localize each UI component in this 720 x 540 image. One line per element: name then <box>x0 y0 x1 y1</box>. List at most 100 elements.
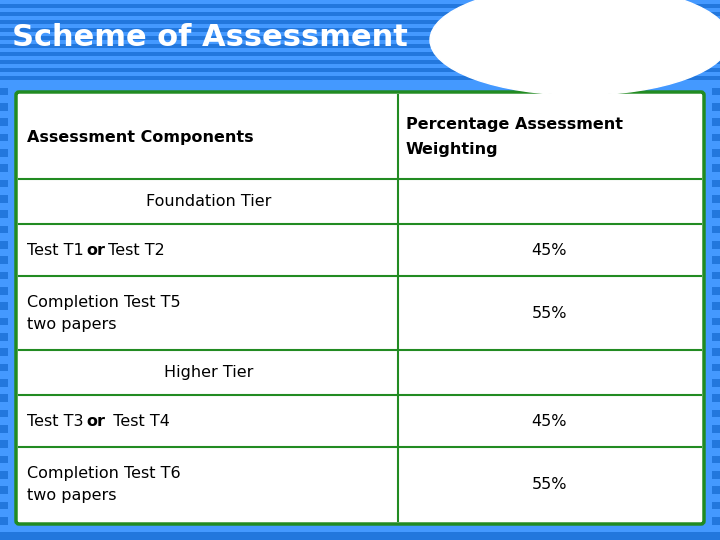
Bar <box>0 52 720 56</box>
Bar <box>0 448 720 456</box>
Bar <box>0 16 720 20</box>
Text: or: or <box>87 242 106 258</box>
Bar <box>0 218 720 226</box>
Bar <box>0 379 720 387</box>
Bar <box>0 28 720 32</box>
Bar <box>0 525 720 532</box>
Bar <box>0 76 720 80</box>
Bar <box>0 333 720 341</box>
Bar <box>0 279 720 287</box>
Bar <box>0 410 720 417</box>
Bar <box>0 302 720 310</box>
Bar <box>0 241 720 248</box>
Bar <box>0 24 720 28</box>
Bar <box>0 134 720 141</box>
Bar <box>0 463 720 471</box>
Bar <box>0 318 720 325</box>
Bar <box>0 87 720 96</box>
Bar <box>0 40 720 44</box>
Bar <box>0 272 720 279</box>
Bar <box>0 211 720 218</box>
Bar <box>0 20 720 24</box>
Text: Test T3: Test T3 <box>27 414 89 429</box>
Bar <box>0 8 720 12</box>
Text: Weighting: Weighting <box>405 142 498 157</box>
Bar <box>0 4 720 8</box>
Bar <box>0 295 720 302</box>
Text: two papers: two papers <box>27 317 117 332</box>
Bar <box>0 532 720 540</box>
Bar <box>0 248 720 256</box>
Bar <box>0 48 720 52</box>
Bar <box>0 517 720 525</box>
Bar <box>0 111 720 118</box>
Bar <box>0 118 720 126</box>
Text: Test T2: Test T2 <box>103 242 165 258</box>
Bar <box>0 56 720 60</box>
Bar <box>0 64 720 68</box>
Bar <box>0 502 720 509</box>
Bar <box>0 157 720 164</box>
Bar <box>0 487 720 494</box>
Text: 45%: 45% <box>531 242 567 258</box>
Text: Assessment Components: Assessment Components <box>27 130 253 145</box>
Bar <box>0 310 720 318</box>
Bar <box>0 417 720 425</box>
Bar <box>0 287 720 295</box>
Bar <box>0 103 720 111</box>
Bar <box>0 180 720 187</box>
Bar <box>0 363 720 372</box>
Text: two papers: two papers <box>27 488 117 503</box>
Bar <box>0 394 720 402</box>
Bar <box>0 341 720 348</box>
Text: 45%: 45% <box>531 414 567 429</box>
Text: Test T1: Test T1 <box>27 242 89 258</box>
Text: or: or <box>87 414 106 429</box>
Text: 55%: 55% <box>531 477 567 492</box>
Text: 55%: 55% <box>531 306 567 321</box>
Bar <box>0 433 720 440</box>
Bar <box>0 149 720 157</box>
Bar <box>0 372 720 379</box>
Bar <box>0 187 720 195</box>
Bar <box>0 425 720 433</box>
Text: Higher Tier: Higher Tier <box>163 365 253 380</box>
Bar <box>0 264 720 272</box>
Bar <box>0 32 720 36</box>
FancyBboxPatch shape <box>16 92 704 524</box>
Bar <box>0 72 720 76</box>
Text: Percentage Assessment: Percentage Assessment <box>405 117 623 132</box>
Bar <box>0 172 720 180</box>
Bar <box>0 12 720 16</box>
Text: Completion Test T5: Completion Test T5 <box>27 295 181 310</box>
Bar <box>0 440 720 448</box>
Bar <box>0 0 720 4</box>
Text: Completion Test T6: Completion Test T6 <box>27 465 181 481</box>
Bar <box>0 80 720 87</box>
Bar <box>0 325 720 333</box>
FancyBboxPatch shape <box>8 84 712 532</box>
Bar <box>0 96 720 103</box>
Bar <box>0 471 720 478</box>
Bar <box>0 141 720 149</box>
Bar <box>0 387 720 394</box>
Text: Test T4: Test T4 <box>103 414 170 429</box>
Bar <box>0 348 720 356</box>
Bar <box>0 402 720 410</box>
Bar <box>0 509 720 517</box>
Bar <box>0 126 720 134</box>
Ellipse shape <box>430 0 720 95</box>
Bar <box>0 44 720 48</box>
Bar <box>0 202 720 211</box>
Bar <box>0 478 720 487</box>
Bar <box>0 256 720 264</box>
Bar <box>0 68 720 72</box>
Bar <box>0 60 720 64</box>
Bar <box>0 36 720 40</box>
Bar <box>0 164 720 172</box>
Text: Scheme of Assessment: Scheme of Assessment <box>12 24 408 52</box>
Bar <box>0 226 720 233</box>
Bar <box>0 494 720 502</box>
Bar <box>0 356 720 363</box>
Bar <box>0 233 720 241</box>
